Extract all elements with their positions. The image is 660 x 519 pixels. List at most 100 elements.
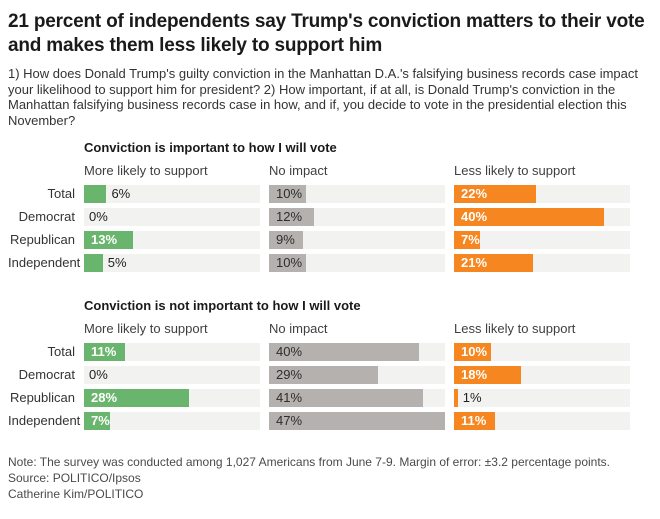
bar-value-label: 13%: [91, 232, 118, 247]
chart-section-not-important: Conviction is not important to how I wil…: [8, 298, 652, 430]
column-header: Less likely to support: [454, 321, 576, 336]
bar: [269, 185, 307, 203]
section-title: Conviction is important to how I will vo…: [84, 140, 337, 155]
bar-value-label: 11%: [461, 413, 487, 428]
bar-track: 41%: [269, 389, 445, 407]
bar-track: 11%: [454, 412, 630, 430]
bar: [84, 231, 133, 249]
column-headers: More likely to support No impact Less like…: [8, 321, 652, 336]
bar-value-label: 7%: [91, 413, 110, 428]
bar-track: 21%: [454, 254, 630, 272]
row-label: Independent: [8, 255, 81, 270]
bar-track: 29%: [269, 366, 445, 384]
bar-value-label: 40%: [276, 344, 303, 359]
bar-track: 10%: [269, 254, 445, 272]
bar-track: 40%: [454, 208, 630, 226]
column-header: Less likely to support: [454, 163, 576, 178]
bar: [269, 343, 419, 361]
chart-figure: 21 percent of independents say Trump's c…: [8, 11, 652, 502]
bar: [84, 254, 103, 272]
bar: [84, 343, 126, 361]
bar-value-label: 40%: [461, 209, 488, 224]
column-headers: More likely to support No impact Less like…: [8, 163, 652, 178]
bar-value-label: 10%: [461, 344, 488, 359]
bar: [269, 254, 307, 272]
bar-rows: Total 6% 10% 22% Democrat 0% 12% 40% Republican 1…: [8, 185, 652, 272]
bar-track: 10%: [269, 185, 445, 203]
chart-source: Source: POLITICO/Ipsos: [8, 471, 141, 485]
bar-track: 7%: [454, 231, 630, 249]
row-label: Independent: [8, 413, 81, 428]
chart-footer: Note: The survey was conducted among 1,0…: [8, 454, 652, 502]
bar-value-label: 18%: [461, 367, 488, 382]
bar-track: 47%: [269, 412, 445, 430]
bar-value-label: 6%: [111, 186, 131, 201]
header-spacer: [8, 163, 75, 178]
bar: [454, 185, 537, 203]
bar: [454, 254, 533, 272]
bar-track: 28%: [84, 389, 260, 407]
bar: [454, 343, 492, 361]
bar: [454, 412, 496, 430]
chart-title: 21 percent of independents say Trump's c…: [8, 11, 645, 56]
bar-value-label: 0%: [89, 209, 108, 224]
column-header: No impact: [269, 163, 328, 178]
bar-value-label: 22%: [461, 186, 488, 201]
bar: [454, 366, 522, 384]
chart-section-important: Conviction is important to how I will vo…: [8, 140, 652, 272]
row-label: Republican: [9, 232, 75, 247]
bar-value-label: 7%: [461, 232, 480, 247]
bar-track: 0%: [84, 366, 260, 384]
bar-track: 40%: [269, 343, 445, 361]
bar-value-label: 29%: [276, 367, 303, 382]
bar-value-label: 47%: [276, 413, 303, 428]
row-label: Republican: [9, 390, 75, 405]
bar-value-label: 12%: [276, 209, 303, 224]
bar-track: 7%: [84, 412, 260, 430]
bar: [269, 412, 445, 430]
row-label: Democrat: [18, 209, 75, 224]
bar-track: 0%: [84, 208, 260, 226]
chart-note: Note: The survey was conducted among 1,0…: [8, 455, 611, 469]
bar: [269, 231, 303, 249]
bar-value-label: 11%: [91, 344, 117, 359]
bar-track: 10%: [454, 343, 630, 361]
chart-byline: Catherine Kim/POLITICO: [8, 487, 144, 501]
bar: [84, 412, 111, 430]
row-label: Democrat: [18, 367, 75, 382]
bar-track: 13%: [84, 231, 260, 249]
bar-track: 9%: [269, 231, 445, 249]
bar-track: 5%: [84, 254, 260, 272]
header-spacer: [8, 321, 75, 336]
column-header: More likely to support: [84, 321, 208, 336]
bar: [84, 185, 107, 203]
bar: [454, 208, 604, 226]
bar-value-label: 28%: [91, 390, 118, 405]
bar-track: 18%: [454, 366, 630, 384]
section-title: Conviction is not important to how I wil…: [84, 298, 361, 313]
bar: [269, 389, 423, 407]
column-header: No impact: [269, 321, 328, 336]
bar-value-label: 1%: [462, 390, 482, 405]
bar-value-label: 10%: [276, 255, 303, 270]
bar-track: 11%: [84, 343, 260, 361]
bar: [269, 366, 378, 384]
bar: [454, 389, 458, 407]
bar-track: 12%: [269, 208, 445, 226]
bar-track: 1%: [454, 389, 630, 407]
bar-value-label: 0%: [89, 367, 108, 382]
bar-value-label: 41%: [276, 390, 303, 405]
row-label: Total: [47, 186, 75, 201]
chart-subtitle: 1) How does Donald Trump's guilty convic…: [8, 66, 638, 128]
bar-track: 22%: [454, 185, 630, 203]
bar-track: 6%: [84, 185, 260, 203]
bar-value-label: 10%: [276, 186, 303, 201]
bar: [84, 389, 189, 407]
bar-value-label: 21%: [461, 255, 488, 270]
bar: [269, 208, 314, 226]
row-label: Total: [47, 344, 75, 359]
column-header: More likely to support: [84, 163, 208, 178]
bar-value-label: 9%: [276, 232, 295, 247]
bar-value-label: 5%: [107, 255, 127, 270]
bar-rows: Total 11% 40% 10% Democrat 0% 29% 18% Republican…: [8, 343, 652, 430]
